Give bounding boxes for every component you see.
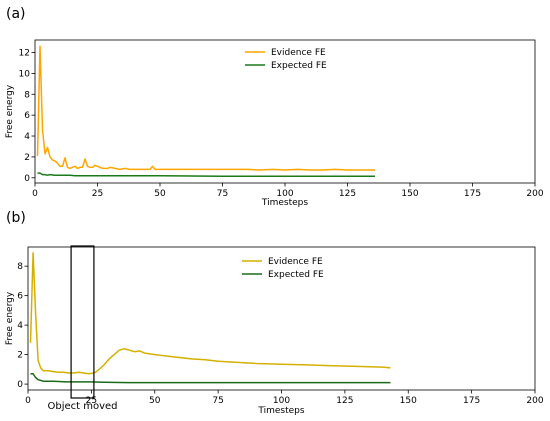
x-tick-label: 25 [92,189,103,199]
x-axis-title: Timesteps [261,198,308,208]
y-tick-label: 12 [19,49,30,59]
x-tick-label: 75 [217,189,228,199]
y-tick-label: 4 [24,132,30,142]
y-tick-label: 4 [17,321,23,331]
chart-panel-a: (a) 0 25 50 75 100 125 150 175 200 0 2 4 6 8 10 12 Timest… [5,6,544,208]
x-tick-label: 100 [273,396,290,406]
y-tick-label: 6 [17,292,23,302]
series-line-expected-fe [30,373,391,384]
x-tick-label: 0 [32,189,38,199]
x-tick-label: 50 [154,189,166,199]
legend: Evidence FE Expected FE [245,48,327,71]
series-line-expected-fe [37,172,375,177]
x-tick-label: 150 [401,189,418,199]
plot-frame [27,246,536,391]
y-tick-label: 2 [24,153,30,163]
annotation-box [70,245,95,399]
x-tick-label: 150 [400,396,417,406]
series-line-evidence-fe [36,45,375,171]
y-tick-label: 0 [24,174,30,184]
x-tick-label: 125 [336,396,353,406]
legend: Evidence FE Expected FE [242,257,324,280]
x-tick-label: 200 [526,396,543,406]
annotation-label: Object moved [47,401,117,412]
panel-label: (b) [6,210,26,226]
y-axis-title: Free energy [5,291,15,345]
chart-panel-b: (b) 0 25 50 75 100 125 150 175 200 0 2 4 6 8 Timesteps F… [5,210,544,416]
series-line-evidence-fe [29,252,391,375]
y-tick-label: 8 [24,90,30,100]
x-tick-label: 175 [464,189,481,199]
legend-label-expected-fe: Expected FE [268,270,324,280]
legend-label-evidence-fe: Evidence FE [268,257,323,267]
x-tick-label: 0 [25,396,31,406]
x-tick-label: 25 [86,396,97,406]
x-tick-label: 50 [149,396,161,406]
legend-label-evidence-fe: Evidence FE [271,48,326,58]
x-tick-label: 100 [276,189,293,199]
x-tick-label: 200 [526,189,543,199]
y-tick-label: 2 [17,351,23,361]
x-axis-title: Timesteps [257,406,304,416]
y-tick-label: 0 [17,380,23,390]
panel-label: (a) [6,6,26,22]
legend-label-expected-fe: Expected FE [271,61,327,71]
x-tick-label: 125 [339,189,356,199]
y-axis-title: Free energy [5,84,15,138]
x-tick-label: 75 [212,396,223,406]
x-tick-label: 175 [463,396,480,406]
y-tick-label: 8 [17,262,23,272]
y-tick-label: 10 [19,69,31,79]
y-tick-label: 6 [24,111,30,121]
